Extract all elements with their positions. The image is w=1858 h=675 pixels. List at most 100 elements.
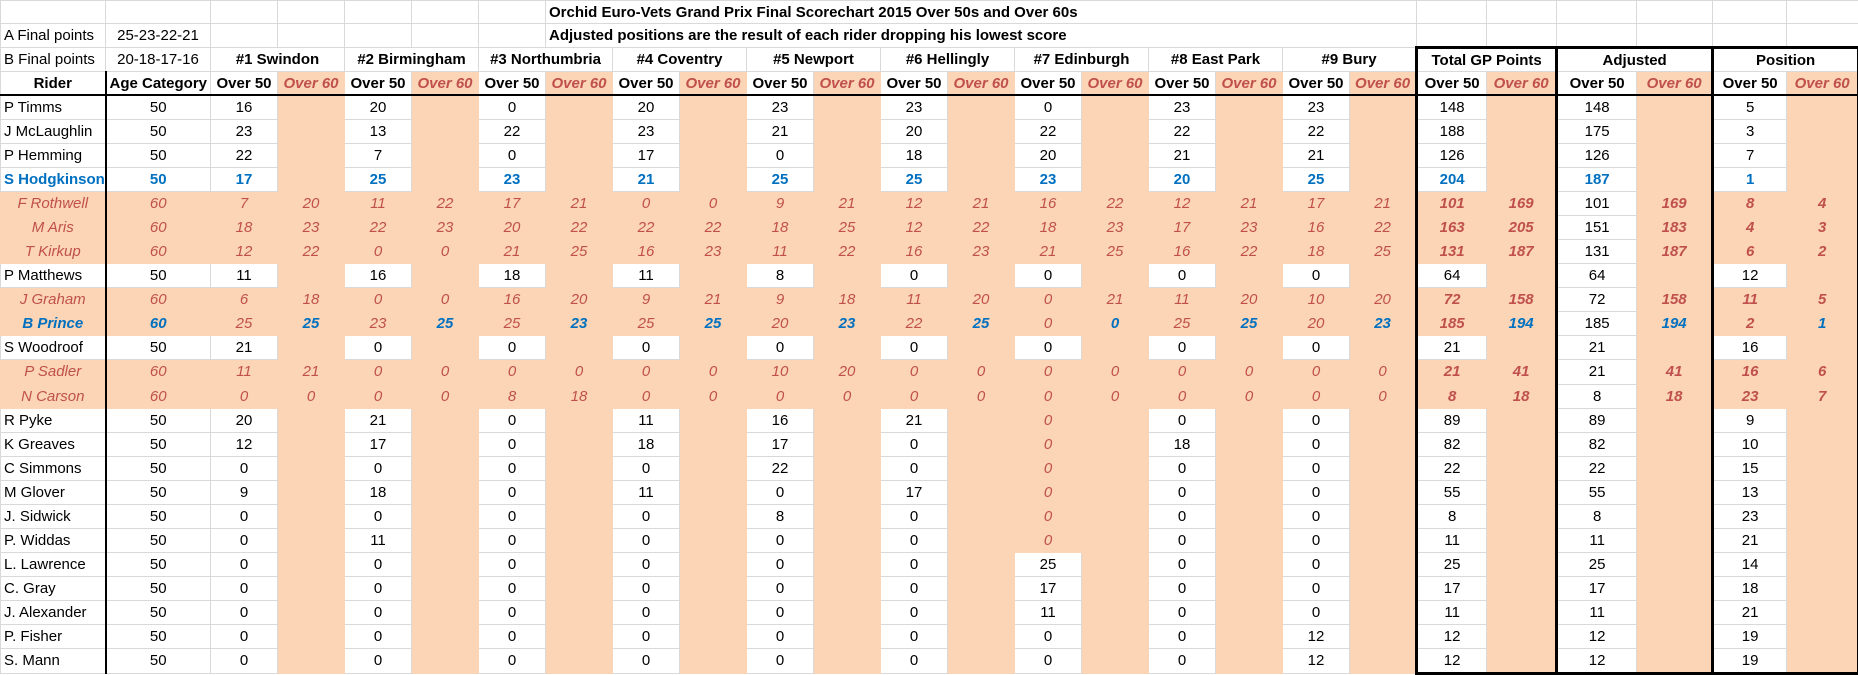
total-cell[interactable]: 8: [1415, 503, 1488, 529]
score-cell[interactable]: 25: [1282, 167, 1350, 193]
score-cell[interactable]: [1081, 599, 1149, 625]
score-cell[interactable]: [679, 335, 747, 361]
adjusted-cell[interactable]: [1636, 575, 1715, 601]
rider-name-cell[interactable]: C. Gray: [0, 575, 106, 601]
adjusted-cell[interactable]: 25: [1555, 551, 1638, 577]
score-cell[interactable]: [1215, 575, 1283, 601]
adjusted-cell[interactable]: [1636, 167, 1715, 193]
score-cell[interactable]: [813, 119, 881, 145]
score-cell[interactable]: 0: [813, 383, 881, 409]
score-cell[interactable]: [411, 119, 479, 145]
position-cell[interactable]: 5: [1711, 94, 1788, 121]
score-cell[interactable]: 21: [746, 119, 814, 145]
adjusted-cell[interactable]: 41: [1636, 359, 1715, 385]
score-cell[interactable]: 11: [1148, 287, 1216, 313]
score-cell[interactable]: 12: [880, 191, 948, 217]
score-cell[interactable]: 0: [1148, 575, 1216, 601]
score-cell[interactable]: 20: [1014, 143, 1082, 169]
over50-header-cell[interactable]: Over 50: [210, 71, 278, 97]
score-cell[interactable]: [1215, 407, 1283, 433]
score-cell[interactable]: 0: [679, 359, 747, 385]
score-cell[interactable]: 10: [1282, 287, 1350, 313]
score-cell[interactable]: 0: [880, 623, 948, 649]
score-cell[interactable]: [545, 575, 613, 601]
score-cell[interactable]: 22: [210, 143, 278, 169]
score-cell[interactable]: 0: [478, 94, 546, 121]
position-cell[interactable]: 11: [1711, 287, 1788, 313]
score-cell[interactable]: [277, 94, 345, 121]
score-cell[interactable]: 22: [1148, 119, 1216, 145]
score-cell[interactable]: 0: [1282, 479, 1350, 505]
score-cell[interactable]: [1081, 527, 1149, 553]
score-cell[interactable]: 7: [210, 191, 278, 217]
adjusted-cell[interactable]: [1636, 647, 1715, 675]
score-cell[interactable]: [947, 167, 1015, 193]
empty-cell[interactable]: [1786, 0, 1858, 25]
score-cell[interactable]: 16: [746, 407, 814, 433]
total-cell[interactable]: 188: [1415, 119, 1488, 145]
over60-header-cell[interactable]: Over 60: [411, 71, 479, 97]
score-cell[interactable]: [545, 503, 613, 529]
score-cell[interactable]: [545, 551, 613, 577]
score-cell[interactable]: 21: [947, 191, 1015, 217]
score-cell[interactable]: 0: [478, 623, 546, 649]
score-cell[interactable]: 0: [746, 551, 814, 577]
score-cell[interactable]: 23: [545, 311, 613, 337]
rider-name-cell[interactable]: P Matthews: [0, 263, 106, 289]
over60-header-cell[interactable]: Over 60: [545, 71, 613, 97]
rider-name-cell[interactable]: M Glover: [0, 479, 106, 505]
score-cell[interactable]: 8: [746, 263, 814, 289]
score-cell[interactable]: 0: [1282, 407, 1350, 433]
total-cell[interactable]: 64: [1415, 263, 1488, 289]
score-cell[interactable]: 17: [1282, 191, 1350, 217]
score-cell[interactable]: [277, 119, 345, 145]
score-cell[interactable]: 18: [344, 479, 412, 505]
total-cell[interactable]: 11: [1415, 599, 1488, 625]
score-cell[interactable]: [1215, 647, 1283, 675]
score-cell[interactable]: 0: [210, 503, 278, 529]
event-header-cell[interactable]: #3 Northumbria: [478, 47, 613, 73]
total-cell[interactable]: [1486, 167, 1559, 193]
score-cell[interactable]: 18: [1014, 215, 1082, 241]
score-cell[interactable]: 16: [880, 239, 948, 265]
score-cell[interactable]: [679, 407, 747, 433]
adjusted-cell[interactable]: 151: [1555, 215, 1638, 241]
score-cell[interactable]: 17: [210, 167, 278, 193]
adjusted-cell[interactable]: 185: [1555, 311, 1638, 337]
rider-name-cell[interactable]: R Pyke: [0, 407, 106, 433]
score-cell[interactable]: 0: [746, 143, 814, 169]
score-cell[interactable]: 0: [210, 527, 278, 553]
score-cell[interactable]: 23: [210, 119, 278, 145]
position-cell[interactable]: 8: [1711, 191, 1788, 217]
score-cell[interactable]: [1348, 431, 1418, 457]
score-cell[interactable]: 22: [411, 191, 479, 217]
position-cell[interactable]: 14: [1711, 551, 1788, 577]
empty-cell[interactable]: [1416, 23, 1488, 49]
total-cell[interactable]: 11: [1415, 527, 1488, 553]
total-cell[interactable]: 8: [1415, 383, 1488, 409]
score-cell[interactable]: [277, 527, 345, 553]
score-cell[interactable]: 0: [1014, 455, 1082, 481]
score-cell[interactable]: 21: [1081, 287, 1149, 313]
empty-cell[interactable]: [1712, 0, 1788, 25]
score-cell[interactable]: [1348, 167, 1418, 193]
adjusted-cell[interactable]: 187: [1555, 167, 1638, 193]
over60-header-cell[interactable]: Over 60: [1486, 71, 1559, 97]
score-cell[interactable]: 0: [612, 623, 680, 649]
score-cell[interactable]: [411, 503, 479, 529]
score-cell[interactable]: [1215, 335, 1283, 361]
score-cell[interactable]: 11: [1014, 599, 1082, 625]
score-cell[interactable]: 22: [1215, 239, 1283, 265]
score-cell[interactable]: 0: [344, 503, 412, 529]
over60-header-cell[interactable]: Over 60: [679, 71, 747, 97]
adjusted-cell[interactable]: 8: [1555, 503, 1638, 529]
score-cell[interactable]: 0: [1148, 383, 1216, 409]
score-cell[interactable]: [1215, 479, 1283, 505]
score-cell[interactable]: [545, 647, 613, 675]
over50-header-cell[interactable]: Over 50: [344, 71, 412, 97]
adjusted-cell[interactable]: 12: [1555, 623, 1638, 649]
score-cell[interactable]: 0: [612, 191, 680, 217]
position-cell[interactable]: 4: [1786, 191, 1858, 217]
score-cell[interactable]: 0: [880, 527, 948, 553]
score-cell[interactable]: 21: [1148, 143, 1216, 169]
